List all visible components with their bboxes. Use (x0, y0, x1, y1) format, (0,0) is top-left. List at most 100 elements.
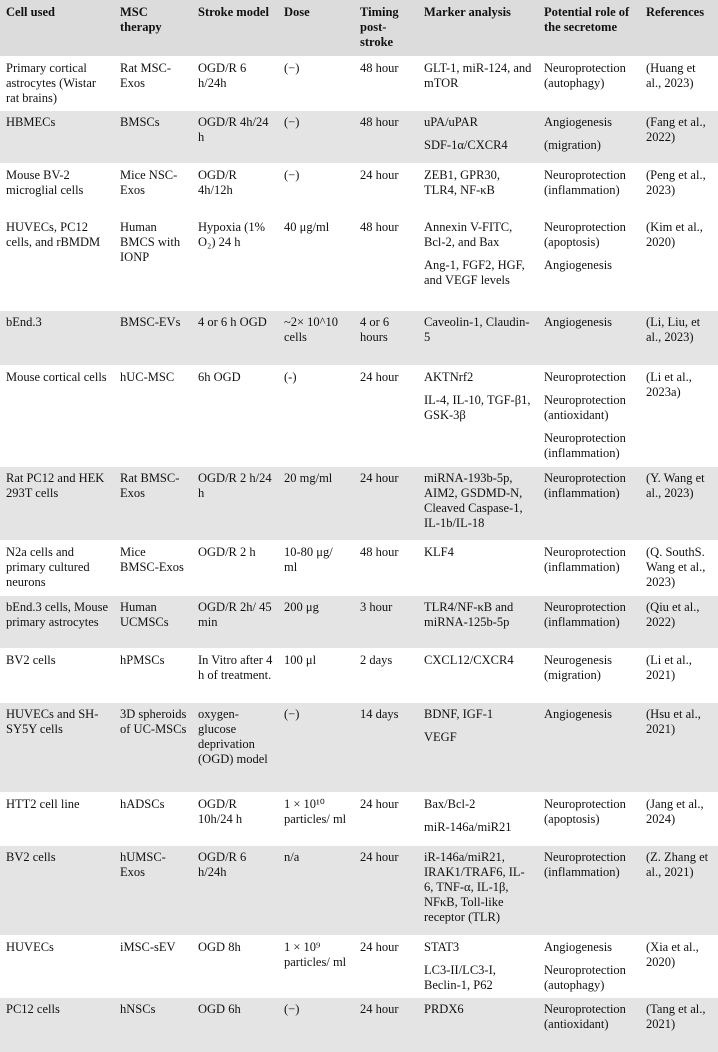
cell-paragraph: Angiogenesis (544, 257, 613, 272)
table-cell: OGD/R 4h/24 h (192, 110, 278, 164)
table-cell: n/a (278, 845, 354, 936)
header-cell: Cell used (0, 0, 114, 57)
table-cell: 1 × 10⁹ particles/ ml (278, 935, 354, 998)
table-cell: N2a cells and primary cultured neurons (0, 540, 114, 596)
cell-paragraph: Neuroprotection (inflammation) (544, 430, 626, 460)
table-cell: OGD/R 2 h (192, 540, 278, 596)
table-cell: OGD/R 2 h/24 h (192, 466, 278, 541)
table-row: Mouse cortical cells hUC-MSC 6h OGD (-) 24 h… (0, 365, 718, 467)
cell-paragraph: BDNF, IGF-1 (424, 706, 494, 721)
table-cell: BMSC-EVs (114, 310, 192, 366)
table-cell: bEnd.3 cells, Mouse primary astrocytes (0, 595, 114, 649)
table-cell: ZEB1, GPR30, TLR4, NF-κB (418, 163, 538, 216)
table-cell: Neuroprotection (inflammation) (538, 595, 640, 649)
table-cell: 10-80 μg/ ml (278, 540, 354, 596)
table-cell: GLT-1, miR-124, and mTOR (418, 56, 538, 111)
header-cell: Stroke model (192, 0, 278, 57)
table-cell: 14 days (354, 702, 418, 793)
table-row: BV2 cells hUMSC-Exos OGD/R 6 h/24h n/a 24 ho… (0, 845, 718, 936)
table-cell: Angiogenesis (538, 310, 640, 366)
cell-paragraph: Annexin V-FITC, Bcl-2, and Bax (424, 219, 513, 249)
table-cell: 1 × 10¹⁰ particles/ ml (278, 792, 354, 846)
table-cell: Angiogenesis (538, 702, 640, 793)
table-cell: Angiogenesis Neuroprotection (autophagy) (538, 935, 640, 998)
table-cell: Mice NSC-Exos (114, 163, 192, 216)
table-cell: 24 hour (354, 935, 418, 998)
table-cell: Mouse cortical cells (0, 365, 114, 467)
table-cell: ~2× 10^10 cells (278, 310, 354, 366)
table-cell: 100 μl (278, 648, 354, 703)
table-row: HUVECs iMSC-sEV OGD 8h 1 × 10⁹ particles/ m… (0, 935, 718, 998)
table-cell: PC12 cells (0, 997, 114, 1052)
table-cell: (Qiu et al., 2022) (640, 595, 718, 649)
cell-paragraph: Angiogenesis (544, 114, 613, 129)
table-cell: Mice BMSC-Exos (114, 540, 192, 596)
table-cell: 6h OGD (192, 365, 278, 467)
table-cell: (Kim et al., 2020) (640, 215, 718, 311)
table-cell: bEnd.3 (0, 310, 114, 366)
table-cell: Annexin V-FITC, Bcl-2, and Bax Ang-1, FGF… (418, 215, 538, 311)
table-cell: Neuroprotection (apoptosis) (538, 792, 640, 846)
cell-paragraph: Bax/Bcl-2 (424, 796, 476, 811)
table-cell: (−) (278, 56, 354, 111)
cell-paragraph: Ang-1, FGF2, HGF, and VEGF levels (424, 257, 525, 287)
header-cell: Timing post-stroke (354, 0, 418, 57)
table-cell: (Fang et al., 2022) (640, 110, 718, 164)
table-cell: (-) (278, 365, 354, 467)
cell-paragraph: VEGF (424, 729, 457, 744)
table-cell: 4 or 6 hours (354, 310, 418, 366)
table-cell: 24 hour (354, 997, 418, 1052)
table-cell: (−) (278, 997, 354, 1052)
table-cell: OGD/R 2h/ 45 min (192, 595, 278, 649)
cell-paragraph: LC3-II/LC3-I, Beclin-1, P62 (424, 962, 496, 992)
table-cell: Mouse BV-2 microglial cells (0, 163, 114, 216)
header-cell: Marker analysis (418, 0, 538, 57)
header-row: Cell used MSC therapy Stroke model Dose Timi… (0, 0, 718, 57)
table-cell: hNSCs (114, 997, 192, 1052)
table-cell: Neuroprotection (inflammation) (538, 163, 640, 216)
cell-paragraph: AKTNrf2 (424, 369, 474, 384)
table-cell: Caveolin-1, Claudin-5 (418, 310, 538, 366)
table-cell: 48 hour (354, 56, 418, 111)
table-cell: 48 hour (354, 110, 418, 164)
table-cell: 24 hour (354, 845, 418, 936)
table-row: BV2 cells hPMSCs In Vitro after 4 h of tre… (0, 648, 718, 703)
table-cell: KLF4 (418, 540, 538, 596)
table-row: bEnd.3 cells, Mouse primary astrocytes Hu… (0, 595, 718, 649)
table-cell: PRDX6 (418, 997, 538, 1052)
cell-paragraph: Neuroprotection (apoptosis) (544, 219, 626, 249)
table-cell: Primary cortical astrocytes (Wistar rat … (0, 56, 114, 111)
table-cell: (Huang et al., 2023) (640, 56, 718, 111)
table-cell: Neuroprotection (inflammation) (538, 540, 640, 596)
table-cell: 48 hour (354, 540, 418, 596)
table-cell: Neurogenesis (migration) (538, 648, 640, 703)
table-cell: Human BMCS with IONP (114, 215, 192, 311)
cell-paragraph: miR-146a/miR21 (424, 819, 512, 834)
header-cell: MSC therapy (114, 0, 192, 57)
table-cell: 3 hour (354, 595, 418, 649)
table-cell: hUMSC-Exos (114, 845, 192, 936)
cell-paragraph: Neuroprotection (544, 369, 626, 384)
table-cell: hADSCs (114, 792, 192, 846)
table-cell: HUVECs (0, 935, 114, 998)
table-cell: oxygen-glucose deprivation (OGD) model (192, 702, 278, 793)
table-cell: Neuroprotection (antioxidant) (538, 997, 640, 1052)
table-cell: HUVECs, PC12 cells, and rBMDM (0, 215, 114, 311)
table-row: HBMECs BMSCs OGD/R 4h/24 h (−) 48 hour uPA/uP… (0, 110, 718, 164)
cell-paragraph: Neuroprotection (autophagy) (544, 962, 626, 992)
table-cell: HBMECs (0, 110, 114, 164)
table-cell: 3D spheroids of UC-MSCs (114, 702, 192, 793)
cell-paragraph: IL-4, IL-10, TGF-β1, GSK-3β (424, 392, 531, 422)
table-cell: (Xia et al., 2020) (640, 935, 718, 998)
table-cell: 200 μg (278, 595, 354, 649)
table-row: Primary cortical astrocytes (Wistar rat … (0, 56, 718, 111)
table-row: N2a cells and primary cultured neurons Mi… (0, 540, 718, 596)
table-cell: Neuroprotection Neuroprotection (antioxid… (538, 365, 640, 467)
table-cell: BV2 cells (0, 845, 114, 936)
table-body: Primary cortical astrocytes (Wistar rat … (0, 56, 718, 1052)
table-cell: 24 hour (354, 792, 418, 846)
table-cell: (Hsu et al., 2021) (640, 702, 718, 793)
table-cell: Human UCMSCs (114, 595, 192, 649)
